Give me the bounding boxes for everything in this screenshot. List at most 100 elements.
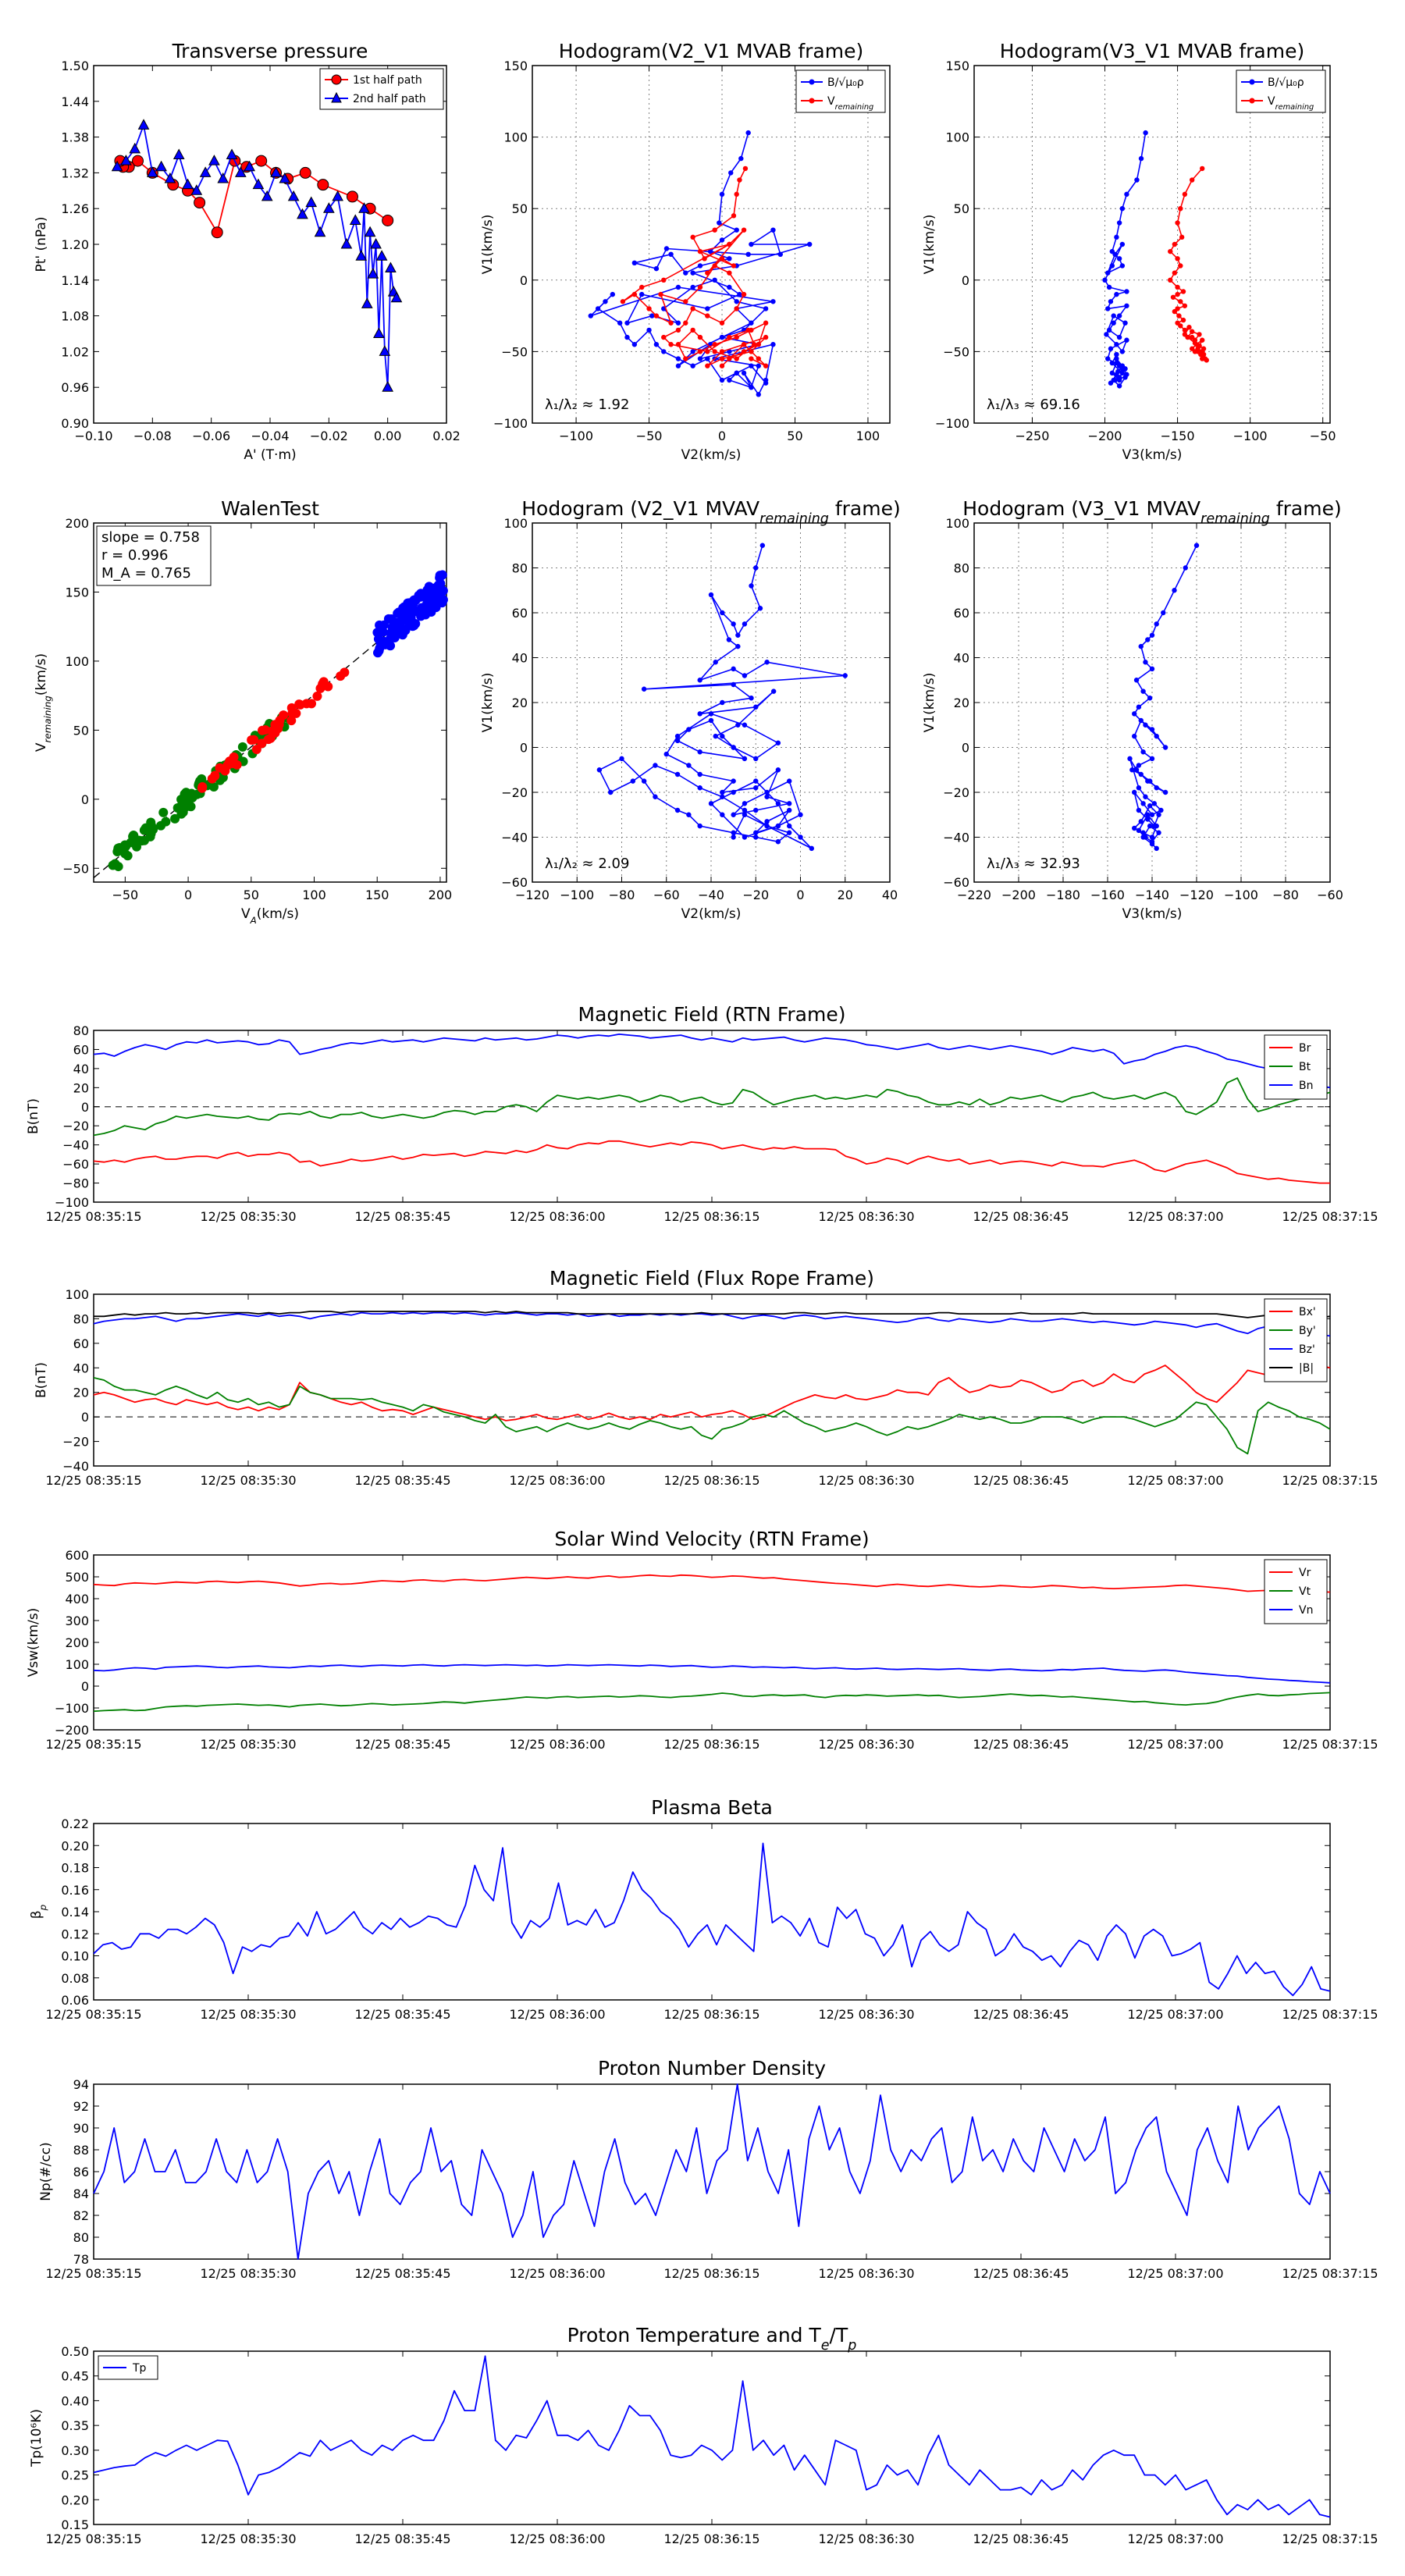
data-point bbox=[731, 213, 737, 219]
y-tick-label: 0.40 bbox=[61, 2393, 89, 2408]
y-tick-label: 90 bbox=[73, 2121, 89, 2136]
data-point bbox=[683, 356, 688, 361]
data-point bbox=[1178, 263, 1183, 269]
y-tick-label: 0.12 bbox=[61, 1927, 89, 1941]
time-tick-label: 12/25 08:36:00 bbox=[509, 2007, 605, 2022]
data-point bbox=[727, 334, 732, 340]
data-point bbox=[1114, 342, 1119, 347]
data-point bbox=[1127, 756, 1133, 762]
panel-title: Hodogram(V3_V1 MVAB frame) bbox=[1000, 40, 1304, 62]
fit-slope: slope = 0.758 bbox=[101, 529, 200, 546]
scatter-point bbox=[257, 738, 267, 749]
legend-label-Bx': Bx' bbox=[1299, 1306, 1316, 1318]
data-point bbox=[720, 699, 725, 706]
panel-title: Transverse pressure bbox=[172, 40, 368, 62]
data-point bbox=[675, 342, 681, 347]
time-tick-label: 12/25 08:37:15 bbox=[1282, 1209, 1378, 1224]
panel-title: Plasma Beta bbox=[651, 1796, 773, 1819]
data-point bbox=[631, 291, 638, 297]
time-tick-label: 12/25 08:37:00 bbox=[1127, 2007, 1223, 2022]
data-point bbox=[129, 142, 141, 154]
data-point bbox=[1124, 372, 1129, 377]
data-point bbox=[1154, 845, 1159, 852]
data-point bbox=[132, 155, 144, 167]
data-point bbox=[708, 592, 714, 598]
x-tick-label: −60 bbox=[1317, 888, 1343, 902]
y-tick-label: 60 bbox=[954, 606, 969, 621]
scatter-point bbox=[123, 851, 133, 861]
y-axis-label: Tp(10⁶K) bbox=[29, 2409, 44, 2467]
data-point bbox=[1200, 337, 1205, 343]
y-tick-label: 150 bbox=[945, 59, 969, 73]
x-tick-label: −50 bbox=[112, 888, 138, 902]
data-point bbox=[1178, 206, 1183, 212]
data-point bbox=[741, 349, 747, 354]
data-point bbox=[764, 794, 770, 799]
scatter-point bbox=[424, 582, 434, 592]
data-point bbox=[1119, 206, 1126, 212]
data-point bbox=[719, 334, 725, 340]
time-tick-label: 12/25 08:36:45 bbox=[973, 1209, 1069, 1224]
y-tick-label: −80 bbox=[62, 1176, 89, 1191]
scatter-point bbox=[120, 840, 130, 850]
x-tick-label: 0.00 bbox=[374, 429, 402, 443]
y-tick-label: −100 bbox=[55, 1195, 89, 1210]
y-tick-label: 0.20 bbox=[61, 2492, 89, 2507]
data-point bbox=[1116, 377, 1122, 383]
data-point bbox=[1183, 565, 1188, 571]
data-point bbox=[182, 178, 194, 190]
y-tick-label: 1.20 bbox=[61, 237, 89, 252]
y-tick-label: 50 bbox=[73, 723, 89, 738]
y-tick-label: 82 bbox=[73, 2208, 89, 2223]
eigen-ratio-annotation: λ₁/λ₃ ≈ 69.16 bbox=[987, 397, 1080, 413]
y-tick-label: −60 bbox=[943, 875, 969, 890]
data-point bbox=[1111, 377, 1116, 383]
text-run: Hodogram (V3_V1 MVAV bbox=[962, 497, 1200, 520]
time-tick-label: 12/25 08:36:30 bbox=[818, 2266, 914, 2281]
time-tick-label: 12/25 08:35:30 bbox=[200, 1737, 296, 1752]
data-point bbox=[753, 778, 759, 784]
data-point bbox=[749, 696, 754, 701]
data-point bbox=[763, 334, 769, 340]
data-point bbox=[1116, 383, 1122, 389]
data-point bbox=[737, 291, 742, 297]
data-point bbox=[770, 299, 776, 304]
time-tick-label: 12/25 08:37:00 bbox=[1127, 1737, 1223, 1752]
data-point bbox=[1178, 299, 1183, 304]
data-point bbox=[764, 819, 770, 824]
data-point bbox=[1151, 801, 1158, 806]
data-point bbox=[690, 363, 695, 368]
x-tick-label: −0.10 bbox=[74, 429, 112, 443]
data-point bbox=[705, 306, 710, 311]
y-tick-label: 1.44 bbox=[61, 94, 89, 109]
data-point bbox=[661, 277, 667, 283]
data-point bbox=[697, 263, 703, 269]
time-tick-label: 12/25 08:36:30 bbox=[818, 1737, 914, 1752]
data-point bbox=[734, 356, 739, 361]
data-point bbox=[1193, 543, 1200, 548]
data-point bbox=[1145, 637, 1151, 642]
data-point bbox=[1182, 327, 1188, 333]
data-point bbox=[1132, 711, 1137, 717]
data-point bbox=[385, 262, 397, 273]
data-point bbox=[155, 160, 167, 172]
data-point bbox=[375, 250, 388, 261]
data-point bbox=[1133, 767, 1140, 773]
y-tick-label: 20 bbox=[954, 696, 969, 710]
series-line-Bx' bbox=[93, 1361, 1331, 1421]
y-tick-label: 0 bbox=[962, 273, 969, 288]
data-point bbox=[646, 327, 652, 333]
scatter-point bbox=[372, 628, 382, 638]
y-tick-label: −100 bbox=[55, 1701, 89, 1716]
data-point bbox=[349, 214, 361, 225]
data-point bbox=[1109, 370, 1115, 376]
data-point bbox=[1154, 621, 1159, 627]
data-point bbox=[322, 202, 335, 213]
data-point bbox=[199, 166, 212, 177]
y-tick-label: −50 bbox=[62, 861, 89, 876]
y-tick-label: 0 bbox=[962, 741, 969, 756]
fit-correlation: r = 0.996 bbox=[101, 547, 168, 564]
scatter-point bbox=[146, 817, 156, 827]
data-point bbox=[624, 334, 630, 340]
data-point bbox=[1119, 263, 1126, 269]
